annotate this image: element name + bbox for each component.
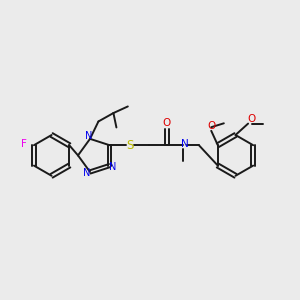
Text: N: N: [83, 168, 90, 178]
Text: N: N: [181, 139, 189, 149]
Text: O: O: [163, 118, 171, 128]
Text: O: O: [248, 114, 256, 124]
Text: F: F: [21, 139, 26, 149]
Text: N: N: [110, 162, 117, 172]
Text: N: N: [85, 131, 92, 141]
Text: S: S: [126, 139, 134, 152]
Text: O: O: [207, 121, 215, 131]
